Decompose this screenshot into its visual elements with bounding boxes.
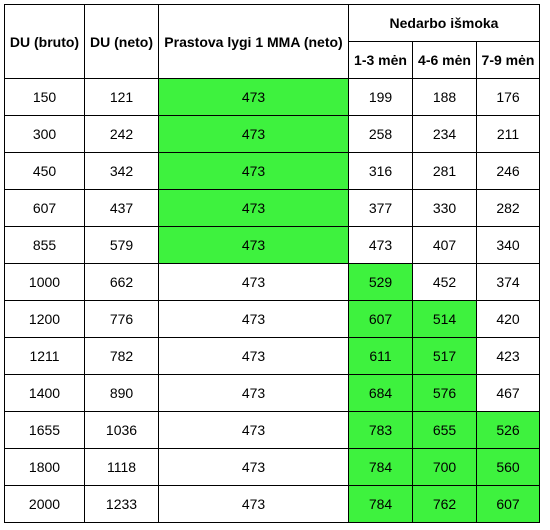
- header-prastova: Prastova lygi 1 MMA (neto): [158, 4, 349, 79]
- cell-4-6-men: 576: [412, 374, 477, 412]
- cell-7-9-men: 282: [476, 189, 540, 227]
- cell-1-3-men: 529: [348, 263, 413, 301]
- table-row: 300 242 473 258 234 211: [4, 115, 540, 153]
- cell-7-9-men: 340: [476, 226, 540, 264]
- cell-prastova: 473: [158, 115, 349, 153]
- cell-du-neto: 579: [84, 226, 159, 264]
- table-body: 150 121 473 199 188 176 300 242 473 258 234 211 450 3…: [4, 78, 540, 523]
- cell-prastova: 473: [158, 300, 349, 338]
- cell-du-bruto: 150: [4, 78, 85, 116]
- table-row: 1200 776 473 607 514 420: [4, 300, 540, 338]
- cell-prastova: 473: [158, 337, 349, 375]
- cell-4-6-men: 762: [412, 485, 477, 523]
- table-container: DU (bruto) DU (neto) Prastova lygi 1 MMA…: [4, 4, 540, 523]
- table-row: 2000 1233 473 784 762 607: [4, 485, 540, 523]
- cell-du-neto: 1036: [84, 411, 159, 449]
- cell-du-bruto: 1200: [4, 300, 85, 338]
- cell-prastova: 473: [158, 78, 349, 116]
- cell-4-6-men: 700: [412, 448, 477, 486]
- table-row: 607 437 473 377 330 282: [4, 189, 540, 227]
- header-row-1: DU (bruto) DU (neto) Prastova lygi 1 MMA…: [4, 4, 540, 79]
- cell-du-neto: 776: [84, 300, 159, 338]
- header-1-3-men: 1-3 mėn: [348, 41, 413, 79]
- cell-prastova: 473: [158, 374, 349, 412]
- cell-du-neto: 890: [84, 374, 159, 412]
- cell-1-3-men: 684: [348, 374, 413, 412]
- cell-7-9-men: 420: [476, 300, 540, 338]
- cell-du-bruto: 2000: [4, 485, 85, 523]
- header-du-neto: DU (neto): [84, 4, 159, 79]
- cell-7-9-men: 246: [476, 152, 540, 190]
- cell-1-3-men: 258: [348, 115, 413, 153]
- table-row: 150 121 473 199 188 176: [4, 78, 540, 116]
- header-4-6-men: 4-6 mėn: [412, 41, 477, 79]
- cell-1-3-men: 607: [348, 300, 413, 338]
- cell-du-neto: 782: [84, 337, 159, 375]
- cell-4-6-men: 517: [412, 337, 477, 375]
- cell-4-6-men: 234: [412, 115, 477, 153]
- cell-du-neto: 662: [84, 263, 159, 301]
- cell-4-6-men: 330: [412, 189, 477, 227]
- cell-du-bruto: 1800: [4, 448, 85, 486]
- table-row: 1211 782 473 611 517 423: [4, 337, 540, 375]
- cell-du-bruto: 300: [4, 115, 85, 153]
- cell-prastova: 473: [158, 485, 349, 523]
- cell-1-3-men: 611: [348, 337, 413, 375]
- cell-du-bruto: 855: [4, 226, 85, 264]
- cell-7-9-men: 423: [476, 337, 540, 375]
- cell-prastova: 473: [158, 189, 349, 227]
- cell-1-3-men: 199: [348, 78, 413, 116]
- cell-du-bruto: 1655: [4, 411, 85, 449]
- cell-4-6-men: 655: [412, 411, 477, 449]
- cell-4-6-men: 452: [412, 263, 477, 301]
- cell-du-neto: 121: [84, 78, 159, 116]
- cell-4-6-men: 407: [412, 226, 477, 264]
- cell-du-neto: 1233: [84, 485, 159, 523]
- table-row: 1800 1118 473 784 700 560: [4, 448, 540, 486]
- cell-7-9-men: 526: [476, 411, 540, 449]
- cell-7-9-men: 467: [476, 374, 540, 412]
- cell-7-9-men: 374: [476, 263, 540, 301]
- cell-du-bruto: 1211: [4, 337, 85, 375]
- benefits-table: DU (bruto) DU (neto) Prastova lygi 1 MMA…: [4, 4, 540, 523]
- header-du-bruto: DU (bruto): [4, 4, 85, 79]
- cell-prastova: 473: [158, 152, 349, 190]
- cell-prastova: 473: [158, 226, 349, 264]
- cell-du-bruto: 1400: [4, 374, 85, 412]
- cell-1-3-men: 783: [348, 411, 413, 449]
- cell-du-bruto: 607: [4, 189, 85, 227]
- cell-du-neto: 242: [84, 115, 159, 153]
- cell-4-6-men: 281: [412, 152, 477, 190]
- table-row: 1655 1036 473 783 655 526: [4, 411, 540, 449]
- cell-du-neto: 342: [84, 152, 159, 190]
- header-nedarbo-ismoka: Nedarbo išmoka: [348, 4, 540, 42]
- cell-1-3-men: 473: [348, 226, 413, 264]
- cell-7-9-men: 176: [476, 78, 540, 116]
- cell-7-9-men: 211: [476, 115, 540, 153]
- cell-prastova: 473: [158, 411, 349, 449]
- cell-du-neto: 1118: [84, 448, 159, 486]
- cell-prastova: 473: [158, 263, 349, 301]
- header-row-2: 1-3 mėn 4-6 mėn 7-9 mėn: [5, 41, 540, 79]
- cell-1-3-men: 377: [348, 189, 413, 227]
- table-row: 1000 662 473 529 452 374: [4, 263, 540, 301]
- cell-du-bruto: 450: [4, 152, 85, 190]
- cell-4-6-men: 514: [412, 300, 477, 338]
- cell-du-bruto: 1000: [4, 263, 85, 301]
- table-row: 450 342 473 316 281 246: [4, 152, 540, 190]
- cell-7-9-men: 560: [476, 448, 540, 486]
- cell-du-neto: 437: [84, 189, 159, 227]
- table-row: 855 579 473 473 407 340: [4, 226, 540, 264]
- header-7-9-men: 7-9 mėn: [476, 41, 540, 79]
- cell-1-3-men: 784: [348, 485, 413, 523]
- cell-prastova: 473: [158, 448, 349, 486]
- cell-7-9-men: 607: [476, 485, 540, 523]
- cell-1-3-men: 784: [348, 448, 413, 486]
- cell-4-6-men: 188: [412, 78, 477, 116]
- cell-1-3-men: 316: [348, 152, 413, 190]
- table-row: 1400 890 473 684 576 467: [4, 374, 540, 412]
